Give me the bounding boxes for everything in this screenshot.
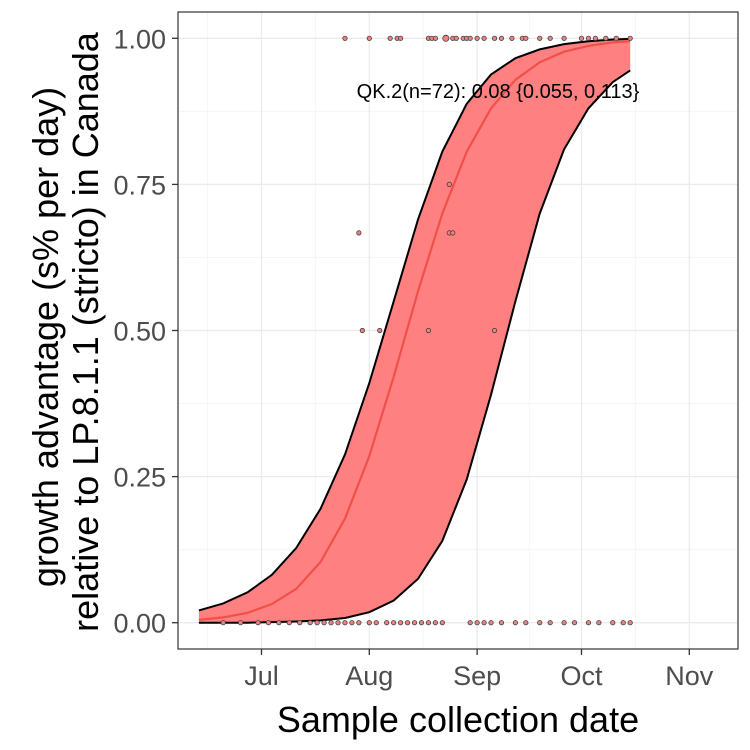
y-axis: 0.00 0.25 0.50 0.75 1.00 bbox=[113, 24, 178, 639]
x-tick-label: Nov bbox=[665, 661, 714, 691]
data-point bbox=[467, 620, 473, 626]
data-point bbox=[467, 35, 473, 41]
y-axis-title-line-2: relative to LP.8.1.1 (stricto) in Canada bbox=[65, 31, 106, 632]
data-point bbox=[238, 620, 244, 626]
data-point bbox=[265, 620, 272, 626]
data-point bbox=[366, 35, 372, 41]
data-point bbox=[620, 620, 626, 626]
y-tick-label: 0.25 bbox=[113, 463, 166, 493]
x-tick-label: Oct bbox=[560, 661, 603, 691]
data-point bbox=[512, 620, 518, 626]
data-point bbox=[384, 620, 390, 626]
data-point bbox=[523, 620, 529, 626]
data-point bbox=[314, 620, 320, 626]
data-point bbox=[418, 620, 425, 626]
data-point bbox=[498, 620, 505, 626]
data-point bbox=[596, 620, 602, 626]
data-point bbox=[571, 620, 578, 626]
data-point bbox=[442, 34, 450, 42]
data-point bbox=[328, 620, 334, 626]
data-point bbox=[523, 35, 529, 41]
data-point bbox=[307, 620, 313, 626]
observed-points-layer bbox=[220, 34, 633, 626]
data-point bbox=[585, 620, 592, 626]
growth-annotation: QK.2(n=72): 0.08 {0.055, 0.113} bbox=[357, 81, 640, 103]
y-tick-label: 0.00 bbox=[113, 609, 166, 639]
data-point bbox=[373, 620, 379, 626]
x-tick-label: Aug bbox=[345, 661, 393, 691]
data-point bbox=[432, 35, 438, 41]
data-point bbox=[349, 620, 355, 626]
data-point bbox=[561, 620, 567, 626]
fit-line-layer bbox=[198, 40, 631, 621]
data-point bbox=[366, 620, 372, 626]
data-point bbox=[398, 35, 404, 41]
data-point bbox=[356, 230, 362, 236]
x-axis-title: Sample collection date bbox=[277, 699, 639, 740]
data-point bbox=[321, 620, 327, 626]
data-point bbox=[453, 35, 459, 41]
confidence-band bbox=[198, 38, 631, 623]
data-point bbox=[297, 620, 303, 626]
data-point bbox=[603, 35, 609, 41]
data-point bbox=[561, 35, 567, 41]
data-point bbox=[377, 327, 383, 334]
data-point bbox=[398, 620, 404, 626]
data-point bbox=[627, 35, 633, 41]
data-point bbox=[335, 620, 341, 626]
data-point bbox=[387, 35, 393, 41]
data-point bbox=[474, 35, 480, 41]
y-tick-label: 0.50 bbox=[113, 317, 166, 347]
x-tick-label: Jul bbox=[244, 661, 279, 691]
y-axis-title-line-1: growth advantage (s% per day) bbox=[25, 87, 66, 587]
data-point bbox=[342, 620, 348, 626]
data-point bbox=[537, 620, 543, 626]
data-point bbox=[425, 620, 432, 626]
data-point bbox=[592, 35, 598, 41]
data-point bbox=[613, 35, 619, 41]
data-point bbox=[491, 35, 498, 41]
data-point bbox=[537, 35, 543, 41]
data-point bbox=[411, 620, 418, 626]
data-point bbox=[391, 620, 397, 626]
data-point bbox=[220, 620, 226, 626]
data-point bbox=[439, 620, 445, 626]
fit-line bbox=[198, 40, 631, 621]
data-point bbox=[481, 620, 487, 626]
y-axis-title: growth advantage (s% per day) relative t… bbox=[25, 31, 106, 632]
data-point bbox=[342, 35, 348, 41]
confidence-ribbon-layer bbox=[198, 37, 631, 624]
x-tick-label: Sep bbox=[453, 661, 501, 691]
ci-lower-line bbox=[198, 69, 631, 624]
data-point bbox=[276, 620, 282, 626]
data-point bbox=[498, 35, 505, 41]
data-point bbox=[491, 327, 498, 334]
data-point bbox=[610, 620, 616, 626]
x-axis: Jul Aug Sep Oct Nov bbox=[244, 649, 714, 691]
data-point bbox=[578, 35, 585, 41]
data-point bbox=[255, 620, 261, 626]
data-point bbox=[446, 181, 452, 187]
data-point bbox=[547, 620, 553, 626]
y-tick-label: 1.00 bbox=[113, 24, 166, 54]
data-point bbox=[474, 620, 480, 626]
data-point bbox=[432, 620, 438, 626]
data-point bbox=[404, 620, 411, 626]
data-point bbox=[450, 230, 456, 236]
data-point bbox=[547, 35, 553, 41]
data-point bbox=[425, 327, 432, 334]
data-point bbox=[481, 35, 487, 41]
data-point bbox=[585, 35, 592, 41]
data-point bbox=[359, 327, 365, 334]
data-point bbox=[286, 620, 292, 626]
data-point bbox=[509, 35, 515, 41]
ci-upper-line bbox=[198, 37, 631, 612]
data-point bbox=[488, 620, 494, 626]
data-point bbox=[356, 620, 362, 626]
y-tick-label: 0.75 bbox=[113, 170, 166, 200]
data-point bbox=[627, 620, 633, 626]
